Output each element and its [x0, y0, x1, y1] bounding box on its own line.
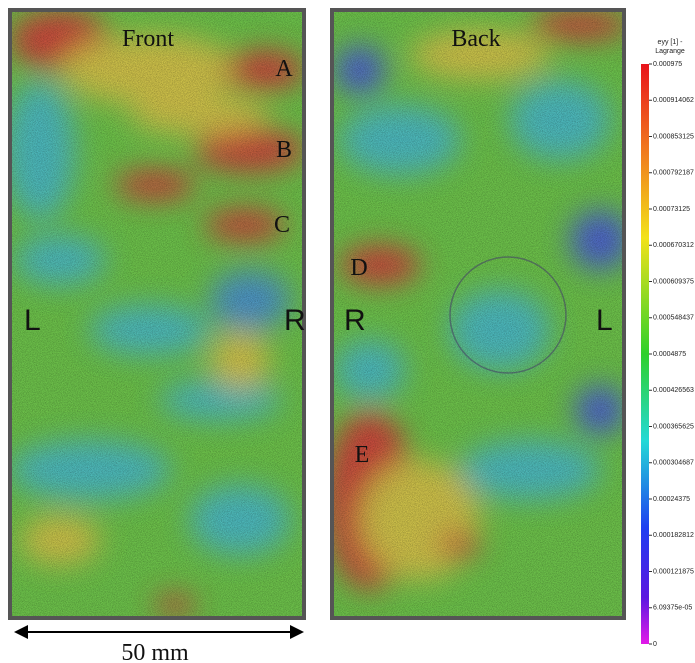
colorbar-tick-label: 0.000182812 — [653, 532, 694, 539]
colorbar-tick-label: 0.000914062 — [653, 97, 694, 104]
colorbar-tick-label: 0.000426563 — [653, 387, 694, 394]
colorbar-tick-label: 0.000609375 — [653, 278, 694, 285]
colorbar-tick-label: 0.000365625 — [653, 423, 694, 430]
colorbar-tick-label: 0.00073125 — [653, 206, 690, 213]
arrow-head — [14, 625, 28, 639]
strain-map-front — [12, 12, 302, 616]
colorbar-tick-label: 0.000304687 — [653, 460, 694, 467]
colorbar-tick-label: 0.000975 — [653, 61, 682, 68]
scale-label: 50 mm — [121, 640, 189, 663]
colorbar-tick-label: 0.000792187 — [653, 170, 694, 177]
colorbar-tick-label: 6.09375e-05 — [653, 605, 692, 612]
colorbar-tick-label: 0.000548437 — [653, 315, 694, 322]
marker-label: C — [274, 212, 290, 238]
colorbar-tick-label: 0.00024375 — [653, 496, 690, 503]
side-label: L — [596, 304, 613, 337]
panel-title: Front — [122, 26, 174, 52]
arrow-head — [290, 625, 304, 639]
side-label: R — [344, 304, 366, 337]
colorbar — [641, 64, 649, 644]
marker-label: E — [355, 442, 370, 468]
marker-label: D — [350, 255, 367, 281]
side-label: R — [284, 304, 306, 337]
colorbar-tick-label: 0.000121875 — [653, 568, 694, 575]
marker-label: A — [275, 56, 293, 82]
strain-map-back — [334, 12, 622, 616]
colorbar-tick-label: 0 — [653, 641, 657, 648]
colorbar-tick-label: 0.0004875 — [653, 351, 686, 358]
colorbar-title: eyy [1] - — [658, 39, 684, 46]
marker-label: B — [276, 137, 292, 163]
colorbar-tick-label: 0.000670312 — [653, 242, 694, 249]
side-label: L — [24, 304, 41, 337]
colorbar-title: Lagrange — [655, 48, 685, 55]
panel-title: Back — [451, 26, 500, 52]
colorbar-tick-label: 0.000853125 — [653, 133, 694, 140]
